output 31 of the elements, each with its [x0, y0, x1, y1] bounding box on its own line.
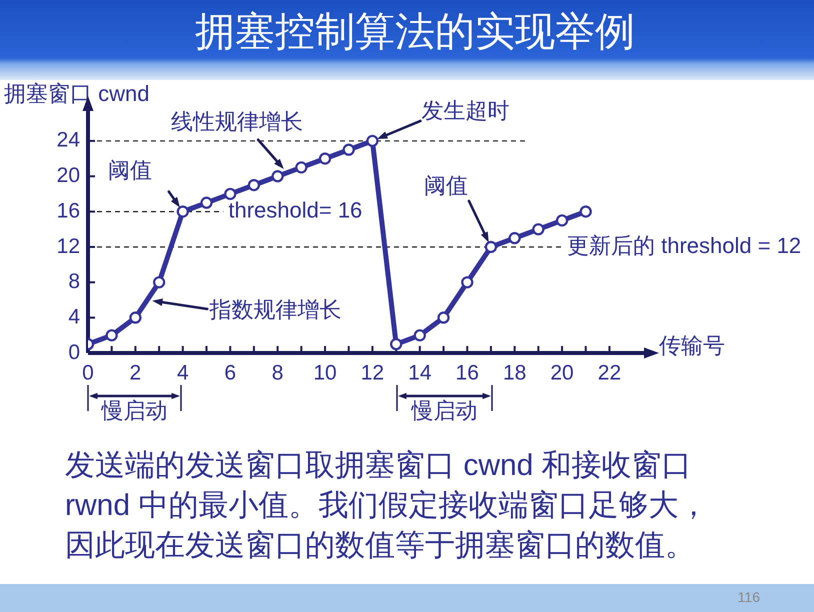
x-tick-label: 6 [224, 361, 236, 384]
chart-title: 拥塞控制算法的实现举例 [194, 9, 636, 56]
x-tick-label: 14 [408, 361, 432, 384]
ref-line-label: threshold= 16 [228, 198, 362, 223]
text: 慢启动 [410, 398, 478, 424]
x-tick-label: 22 [598, 361, 622, 384]
y-tick-label: 0 [68, 340, 80, 364]
x-tick-label: 10 [313, 361, 337, 384]
x-tick-label: 12 [360, 361, 384, 384]
y-tick-label: 16 [56, 199, 80, 222]
x-tick-label: 20 [550, 361, 574, 384]
y-tick-label: 20 [56, 164, 80, 188]
annotation: 阈值 [424, 173, 468, 198]
x-tick-label: 2 [130, 361, 142, 384]
y-tick-label: 12 [56, 234, 80, 258]
x-tick-label: 18 [502, 361, 526, 384]
y-tick-label: 4 [68, 305, 80, 328]
text: 发送端的发送窗口取拥塞窗口 cwnd 和接收窗口 rwnd 中的最小值。我们假定接收端窗口足够大，因此现在发送窗口的数值等于拥塞窗口的数值。 [65, 448, 710, 564]
x-tick-label: 16 [456, 361, 479, 384]
text: 116 [736, 588, 760, 606]
y-tick-label: 8 [68, 270, 80, 294]
annotation: 阈值 [108, 158, 152, 183]
y-tick-label: 24 [56, 128, 80, 152]
annotation: 线性规律增长 [171, 108, 304, 134]
annotation: 指数规律增长 [208, 297, 342, 322]
text: 慢启动 [100, 398, 168, 424]
x-axis-title: 传输号 [659, 333, 725, 358]
x-tick-label: 4 [176, 361, 189, 384]
x-tick-label: 8 [272, 361, 284, 384]
ref-line-label: 更新后的 threshold = 12 [567, 233, 802, 258]
annotation: 发生超时 [421, 98, 510, 123]
